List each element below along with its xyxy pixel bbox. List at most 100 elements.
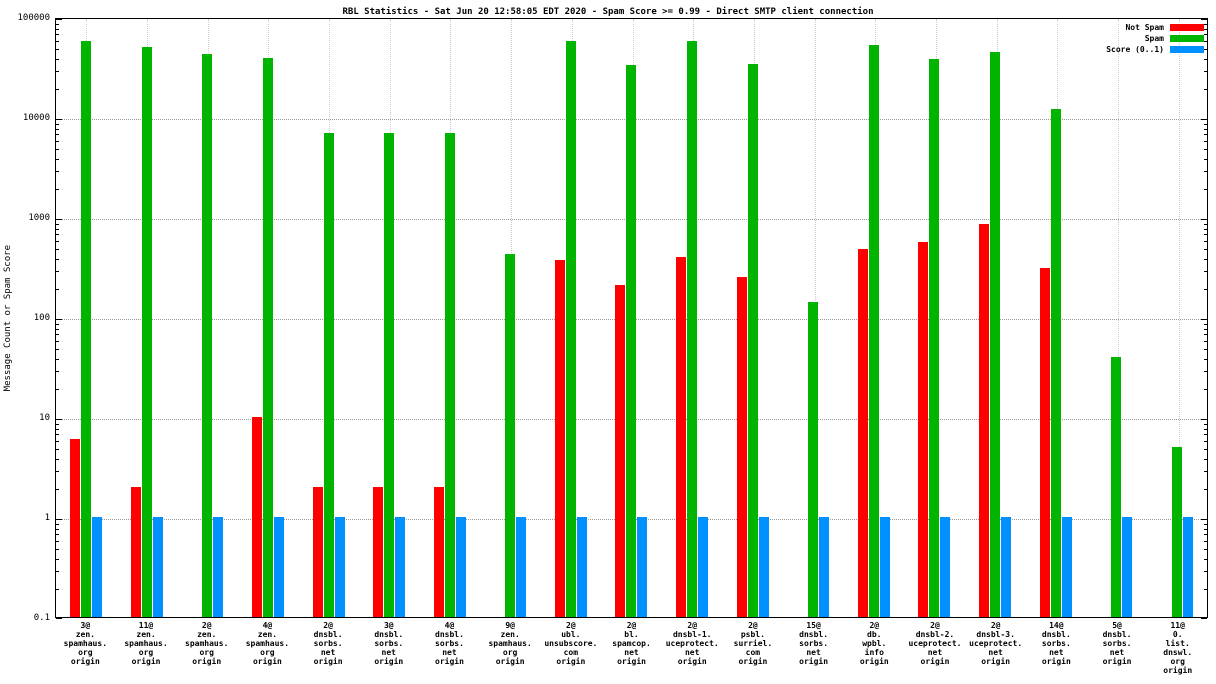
- y-axis-minor-tick: [56, 434, 59, 436]
- bar-score-0-1: [1122, 517, 1133, 617]
- y-axis-minor-tick: [1204, 449, 1207, 451]
- bar-group: [359, 19, 420, 617]
- y-axis-minor-tick: [1204, 188, 1207, 190]
- y-tick-label: 100000: [17, 13, 50, 23]
- x-category-label-line: dnswl.: [1163, 648, 1193, 657]
- x-category-label-line: zen.: [257, 630, 278, 639]
- x-category-label-line: 9@: [505, 621, 515, 630]
- x-category-label-line: sorbs.: [313, 639, 343, 648]
- y-axis-major-tick: [1201, 19, 1207, 20]
- x-category-label-line: net: [684, 648, 700, 657]
- x-category-label-line: wpbl.: [862, 639, 887, 648]
- bar-score-0-1: [698, 517, 709, 617]
- x-category-label-line: origin: [1102, 657, 1132, 666]
- y-axis-major-tick: [1201, 419, 1207, 420]
- x-category-label: 9@ zen. spamhaus. org origin: [480, 621, 541, 675]
- legend-label: Score (0..1): [1106, 45, 1164, 54]
- bar-spam: [141, 47, 152, 617]
- x-category-label-line: origin: [1163, 666, 1193, 675]
- bar-group: [480, 19, 541, 617]
- x-category-label-line: zen.: [197, 630, 217, 639]
- x-category-label-line: 2@: [930, 621, 940, 630]
- x-category-label-line: origin: [495, 657, 525, 666]
- x-category-label-line: zen.: [75, 630, 95, 639]
- bar-score-0-1: [334, 517, 345, 617]
- bar-group: [722, 19, 783, 617]
- y-axis-minor-tick: [1204, 488, 1207, 490]
- bar-spam: [687, 40, 698, 617]
- x-category-label: 2@ dnsbl-2. uceprotect. net origin: [905, 621, 966, 675]
- y-axis-major-tick: [1201, 119, 1207, 120]
- y-axis-minor-tick: [56, 358, 59, 360]
- y-axis-major-tick: [1201, 319, 1207, 320]
- x-category-label-line: origin: [859, 657, 889, 666]
- bar-not-spam: [252, 417, 263, 617]
- bar-group: [1086, 19, 1147, 617]
- x-category-label-line: 2@: [869, 621, 880, 630]
- x-category-label-line: net: [320, 648, 336, 657]
- x-category-label: 2@ dnsbl. sorbs. net origin: [298, 621, 359, 675]
- y-axis-minor-tick: [1204, 358, 1207, 360]
- x-category-label-line: net: [1049, 648, 1064, 657]
- bar-score-0-1: [576, 517, 587, 617]
- x-category-label: 3@ dnsbl. sorbs. net origin: [358, 621, 419, 675]
- x-category-label-line: 2@: [748, 621, 758, 630]
- y-axis-minor-tick: [1204, 34, 1207, 36]
- y-axis-minor-tick: [1204, 258, 1207, 260]
- y-axis-minor-tick: [56, 588, 59, 590]
- y-axis-minor-tick: [1204, 128, 1207, 130]
- y-axis-minor-tick: [1204, 328, 1207, 330]
- y-axis-minor-tick: [1204, 471, 1207, 473]
- y-axis-minor-tick: [1204, 523, 1207, 525]
- y-axis-minor-tick: [56, 328, 59, 330]
- bar-group: [419, 19, 480, 617]
- x-category-label-line: net: [624, 648, 639, 657]
- y-axis-minor-tick: [1204, 528, 1207, 530]
- x-category-label: 15@ dnsbl. sorbs. net origin: [783, 621, 844, 675]
- chart-title: RBL Statistics - Sat Jun 20 12:58:05 EDT…: [342, 7, 874, 17]
- bar-spam: [444, 132, 455, 617]
- x-category-label-line: 3@: [383, 621, 394, 630]
- x-category-label: 5@ dnsbl. sorbs. net origin: [1087, 621, 1148, 675]
- x-category-label-line: origin: [313, 657, 343, 666]
- bar-group: [238, 19, 299, 617]
- x-category-label-line: list.: [1165, 639, 1190, 648]
- bar-score-0-1: [879, 517, 890, 617]
- x-category-label-line: uceprotect.: [908, 639, 962, 648]
- bar-score-0-1: [395, 517, 406, 617]
- bar-score-0-1: [213, 517, 224, 617]
- y-axis-minor-tick: [56, 549, 59, 551]
- y-axis-minor-tick: [1204, 434, 1207, 436]
- bar-not-spam: [70, 439, 81, 617]
- x-category-label-line: surriel.: [733, 639, 773, 648]
- bar-score-0-1: [637, 517, 648, 617]
- y-axis-minor-tick: [56, 171, 59, 173]
- y-axis-minor-tick: [56, 123, 59, 125]
- y-axis-minor-tick: [56, 128, 59, 130]
- y-axis-minor-tick: [1204, 241, 1207, 243]
- x-category-label-line: origin: [1041, 657, 1071, 666]
- bar-not-spam: [978, 224, 989, 617]
- y-axis-minor-tick: [56, 428, 59, 430]
- x-category-label-line: psbl.: [740, 630, 765, 639]
- x-category-label-line: db.: [867, 630, 882, 639]
- y-axis-minor-tick: [1204, 234, 1207, 236]
- y-axis-minor-tick: [1204, 349, 1207, 351]
- bar-spam: [1050, 109, 1061, 617]
- bar-spam: [989, 51, 1000, 617]
- x-category-label-line: uceprotect.: [969, 639, 1023, 648]
- x-category-label-line: spamhaus.: [124, 639, 168, 648]
- bar-group: [56, 19, 117, 617]
- y-axis-minor-tick: [56, 458, 59, 460]
- x-category-label-line: 2@: [990, 621, 1001, 630]
- y-axis-minor-tick: [56, 571, 59, 573]
- y-axis-minor-tick: [56, 334, 59, 336]
- y-axis-minor-tick: [56, 149, 59, 151]
- x-category-label-line: origin: [70, 657, 100, 666]
- x-category-label-line: spamhaus.: [488, 639, 532, 648]
- bar-group: [177, 19, 238, 617]
- bar-score-0-1: [92, 517, 103, 617]
- x-category-label: 11@ 0. list. dnswl. org origin: [1147, 621, 1208, 675]
- vertical-gridline: [1178, 19, 1180, 617]
- y-axis-minor-tick: [56, 249, 59, 251]
